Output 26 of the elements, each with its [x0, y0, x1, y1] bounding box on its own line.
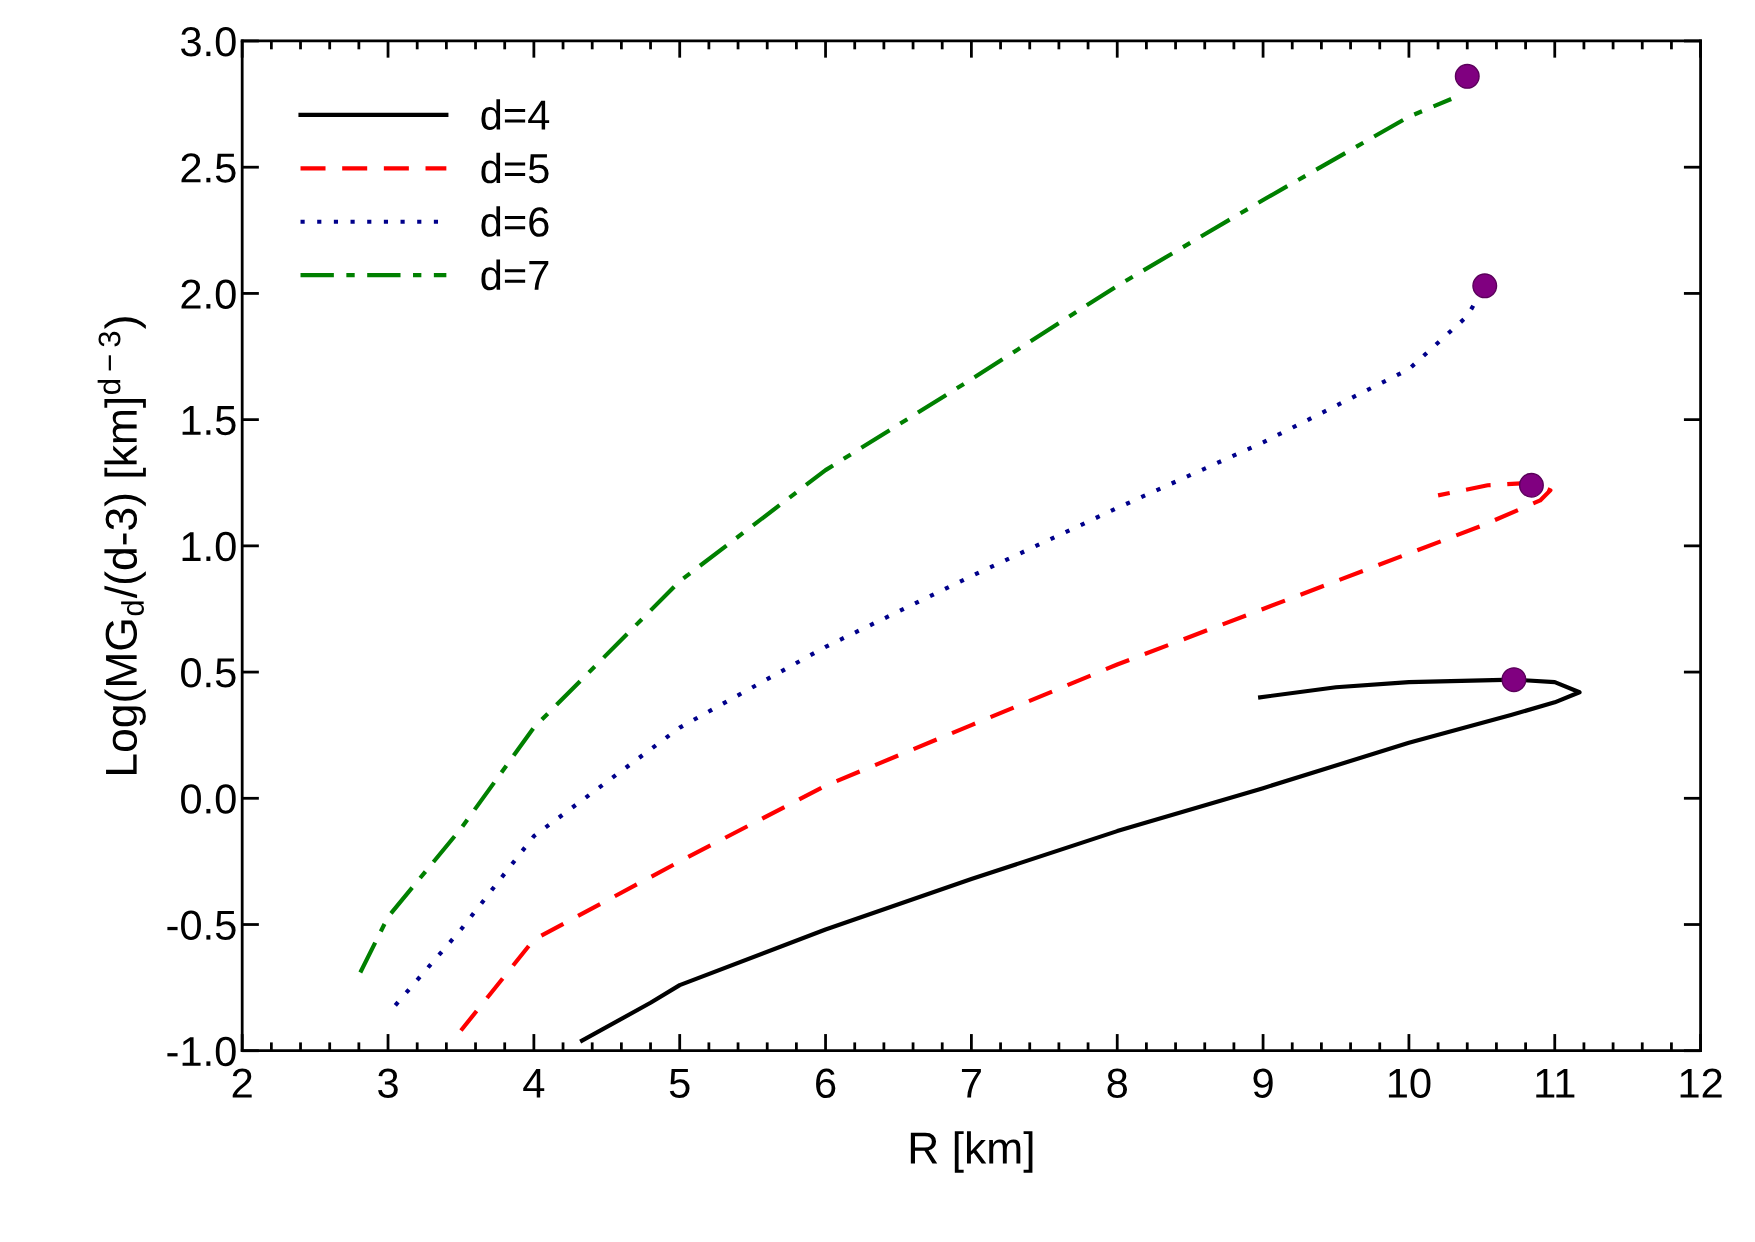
y-axis-title: Log(MG$_{d}$/(d-3) [km]$^{d−3}$) — [97, 317, 146, 774]
x-tick-label: 8 — [1107, 1068, 1128, 1098]
x-tick-label: 10 — [1388, 1068, 1431, 1098]
x-tick-label: 4 — [523, 1068, 545, 1098]
x-tick-label: 12 — [1680, 1068, 1722, 1098]
x-tick-label: 11 — [1536, 1068, 1575, 1098]
legend-label: d=6 — [481, 206, 549, 237]
y-tick-label: 0.5 — [181, 658, 236, 688]
y-tick-label: 1.5 — [182, 406, 236, 436]
y-tick-label: 1.0 — [182, 531, 236, 562]
x-tick-label: 3 — [378, 1068, 398, 1098]
x-tick-label: 9 — [1253, 1068, 1273, 1098]
y-tick-label: -1.0 — [167, 1036, 236, 1067]
y-tick-label: 2.0 — [181, 279, 236, 309]
legend-label: d=7 — [481, 259, 549, 291]
x-tick-label: 7 — [961, 1068, 981, 1098]
legend-label: d=4 — [481, 99, 550, 130]
x-tick-label: 6 — [816, 1068, 836, 1098]
y-tick-label: -0.5 — [167, 910, 236, 941]
x-tick-label: 2 — [232, 1068, 252, 1098]
x-tick-label: 5 — [669, 1068, 690, 1098]
y-tick-label: 3.0 — [181, 26, 236, 57]
legend-label: d=5 — [481, 152, 549, 184]
x-axis-title: R [km] — [910, 1131, 1033, 1173]
y-tick-label: 2.5 — [181, 153, 236, 183]
y-tick-label: 0.0 — [181, 784, 236, 814]
